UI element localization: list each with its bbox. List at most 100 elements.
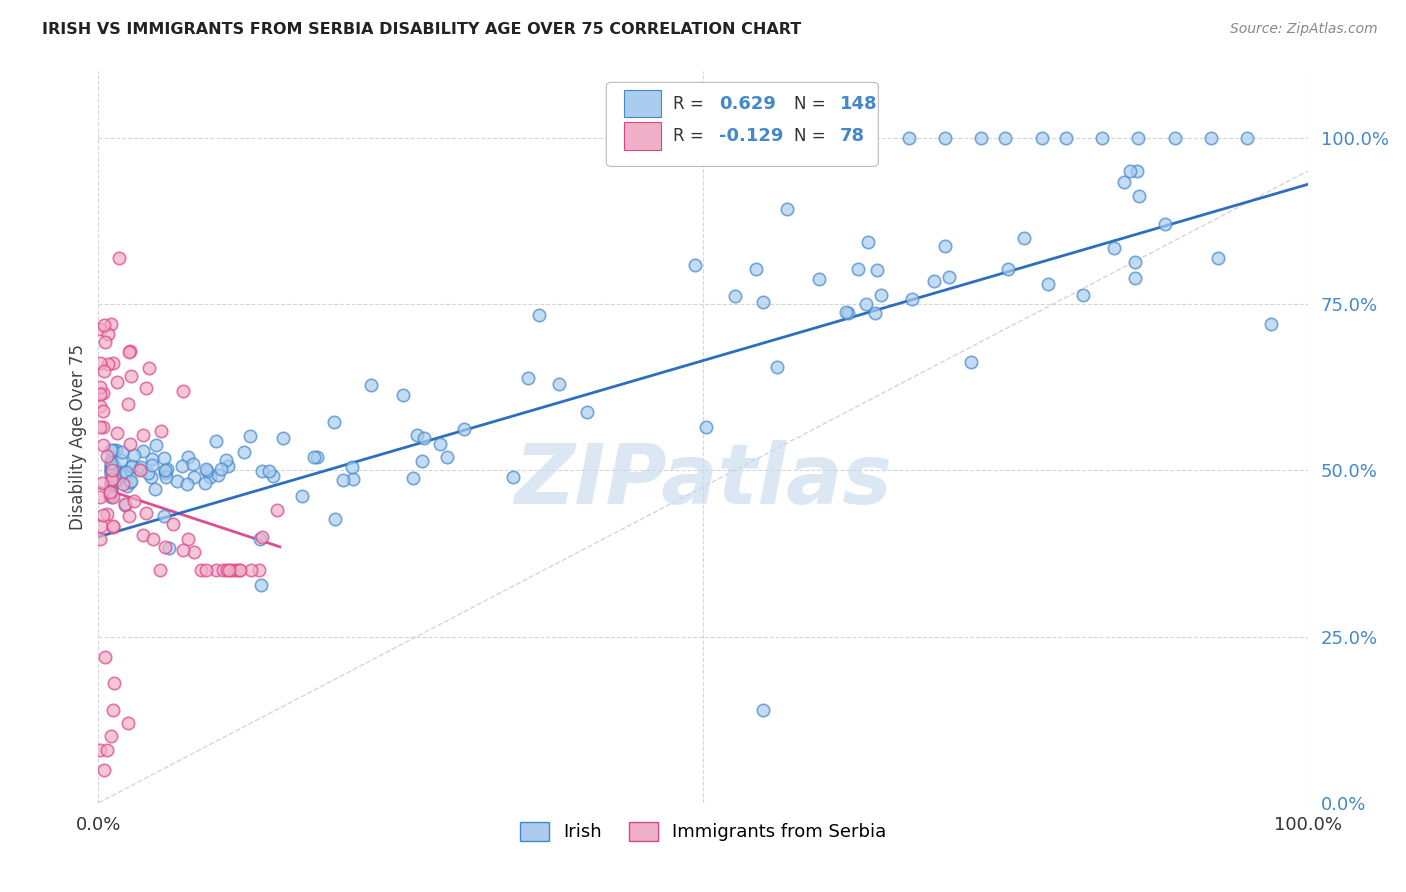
Point: [897, 131, 920, 145]
Text: ZIPatlas: ZIPatlas: [515, 441, 891, 522]
Point: [155, 470, 177, 484]
Point: [752, 294, 775, 309]
Point: [858, 235, 880, 249]
Point: [221, 563, 243, 577]
Point: [128, 462, 150, 476]
Point: [211, 563, 233, 577]
Point: [101, 472, 124, 486]
Point: [121, 458, 143, 473]
Point: [302, 450, 325, 465]
Point: [100, 458, 122, 473]
Point: [91, 404, 114, 418]
Point: [136, 467, 159, 481]
Text: 78: 78: [839, 127, 865, 145]
Point: [120, 369, 142, 384]
Point: [1199, 131, 1222, 145]
Point: [776, 202, 799, 216]
Point: [527, 308, 550, 322]
Point: [181, 457, 204, 471]
Point: [89, 387, 111, 401]
Point: [1125, 164, 1147, 178]
Point: [132, 428, 155, 442]
Point: [91, 508, 114, 523]
Point: [89, 399, 111, 413]
Point: [1091, 131, 1114, 145]
Point: [970, 131, 993, 145]
Point: [209, 462, 232, 476]
Point: [837, 131, 859, 145]
Point: [228, 563, 250, 577]
Point: [100, 729, 122, 743]
Point: [103, 461, 125, 475]
Point: [117, 396, 139, 410]
Point: [724, 288, 747, 302]
Point: [1154, 217, 1177, 231]
Point: [218, 563, 240, 577]
Text: IRISH VS IMMIGRANTS FROM SERBIA DISABILITY AGE OVER 75 CORRELATION CHART: IRISH VS IMMIGRANTS FROM SERBIA DISABILI…: [42, 22, 801, 37]
Point: [239, 563, 262, 577]
Point: [1128, 131, 1150, 145]
Point: [250, 464, 273, 478]
Point: [110, 453, 132, 467]
Point: [938, 269, 960, 284]
Point: [855, 297, 877, 311]
Point: [100, 466, 122, 480]
Point: [101, 519, 124, 533]
Point: [94, 649, 117, 664]
Point: [114, 468, 136, 483]
Point: [101, 457, 124, 471]
Point: [266, 503, 288, 517]
Point: [98, 485, 121, 500]
Point: [131, 443, 153, 458]
Point: [172, 542, 194, 557]
FancyBboxPatch shape: [606, 82, 879, 167]
Point: [153, 462, 176, 476]
Point: [166, 474, 188, 488]
Text: N =: N =: [793, 127, 831, 145]
Point: [91, 438, 114, 452]
Point: [198, 470, 221, 484]
Point: [994, 131, 1017, 145]
Point: [195, 563, 218, 577]
Point: [114, 466, 136, 480]
Point: [93, 318, 115, 332]
Point: [776, 131, 799, 145]
Point: [960, 355, 983, 369]
Point: [100, 467, 122, 482]
Point: [100, 462, 122, 476]
Point: [1236, 131, 1258, 145]
Point: [934, 131, 956, 145]
Point: [103, 474, 125, 488]
Point: [502, 470, 524, 484]
Point: [111, 444, 134, 458]
Point: [340, 459, 363, 474]
Point: [807, 271, 830, 285]
Point: [100, 483, 122, 497]
Point: [114, 497, 136, 511]
Point: [105, 426, 128, 441]
Point: [89, 380, 111, 394]
Point: [1031, 131, 1053, 145]
Point: [138, 360, 160, 375]
Point: [91, 386, 114, 401]
Point: [122, 493, 145, 508]
Point: [225, 563, 247, 577]
Point: [1123, 255, 1146, 269]
Point: [100, 464, 122, 478]
Point: [156, 462, 179, 476]
Point: [901, 293, 924, 307]
Point: [97, 357, 120, 371]
Point: [215, 563, 238, 577]
Point: [262, 469, 284, 483]
Point: [93, 763, 115, 777]
Point: [239, 429, 262, 443]
Point: [101, 463, 124, 477]
Point: [89, 356, 111, 370]
Point: [96, 507, 118, 521]
Text: N =: N =: [793, 95, 831, 112]
Point: [176, 477, 198, 491]
Point: [183, 545, 205, 559]
Point: [342, 472, 364, 486]
Point: [122, 448, 145, 462]
Point: [406, 427, 429, 442]
